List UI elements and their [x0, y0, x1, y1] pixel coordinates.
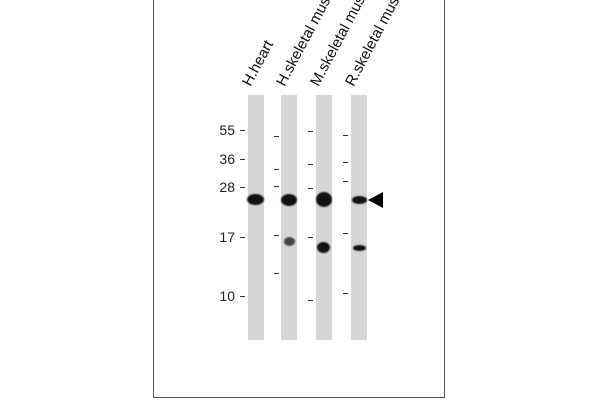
marker-tick [274, 136, 279, 137]
marker-tick [308, 300, 313, 301]
marker-tick [274, 273, 279, 274]
marker-tick [240, 187, 245, 188]
marker-17: 17 [219, 229, 235, 245]
marker-tick [308, 131, 313, 132]
marker-tick [240, 159, 245, 160]
marker-tick [343, 135, 348, 136]
marker-tick [274, 169, 279, 170]
marker-28: 28 [219, 179, 235, 195]
marker-tick [308, 237, 313, 238]
band [317, 242, 330, 253]
band [316, 192, 332, 207]
marker-tick [240, 130, 245, 131]
blot-frame [153, 0, 445, 398]
marker-tick [274, 235, 279, 236]
band [281, 194, 297, 206]
marker-tick [240, 296, 245, 297]
marker-tick [343, 293, 348, 294]
marker-tick [343, 233, 348, 234]
band [284, 237, 295, 246]
marker-tick [240, 237, 245, 238]
marker-tick [308, 188, 313, 189]
lane-1 [248, 95, 264, 340]
marker-55: 55 [219, 122, 235, 138]
marker-10: 10 [219, 288, 235, 304]
lane-2 [281, 95, 297, 340]
arrow-left-icon [368, 192, 383, 208]
marker-tick [308, 164, 313, 165]
lane-4 [351, 95, 367, 340]
band [353, 245, 366, 251]
band [247, 194, 264, 205]
marker-tick [343, 162, 348, 163]
marker-tick [343, 181, 348, 182]
band [352, 196, 367, 204]
marker-36: 36 [219, 151, 235, 167]
lane-3 [316, 95, 332, 340]
marker-tick [274, 186, 279, 187]
